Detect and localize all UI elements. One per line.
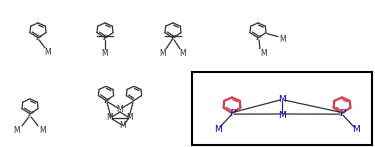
Text: M: M	[117, 106, 123, 115]
Text: P: P	[102, 34, 108, 42]
Text: M: M	[102, 49, 108, 58]
Text: M: M	[13, 126, 20, 135]
Text: P: P	[27, 110, 33, 118]
Text: P: P	[103, 97, 109, 105]
Text: P: P	[35, 34, 41, 42]
Text: M: M	[214, 125, 222, 133]
Text: M: M	[261, 49, 267, 58]
FancyBboxPatch shape	[192, 72, 372, 145]
Text: M: M	[352, 125, 360, 133]
Text: M: M	[280, 35, 286, 44]
Text: M: M	[40, 126, 46, 135]
Text: M: M	[278, 95, 286, 103]
Text: M: M	[160, 49, 166, 58]
Text: M: M	[120, 122, 126, 131]
Text: P: P	[339, 109, 345, 118]
Text: M: M	[278, 111, 286, 120]
Text: P: P	[170, 34, 176, 42]
Text: M: M	[106, 113, 113, 122]
Text: P: P	[255, 34, 261, 42]
Text: M: M	[127, 113, 134, 122]
Text: P: P	[229, 109, 235, 118]
Text: M: M	[180, 49, 186, 58]
Text: M: M	[45, 48, 51, 57]
